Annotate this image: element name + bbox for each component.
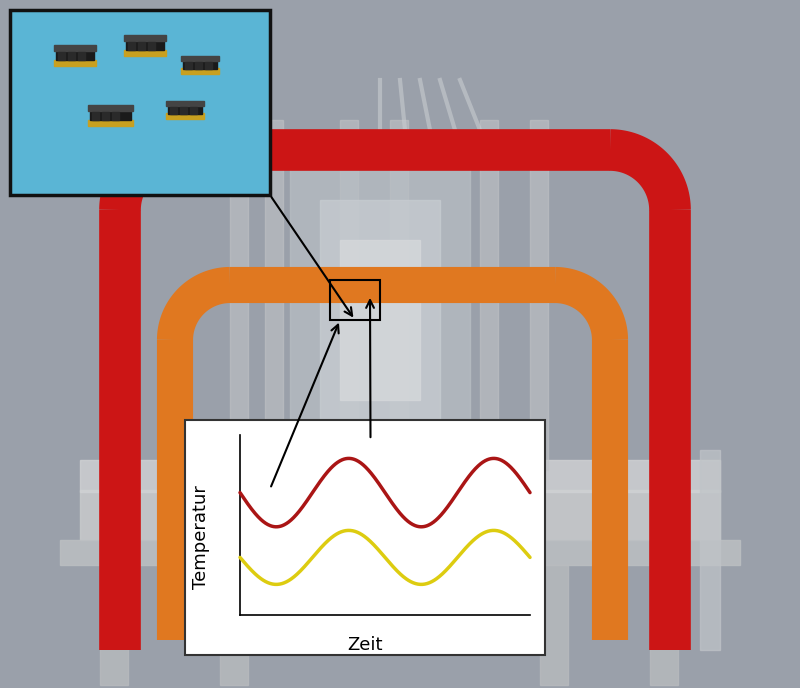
Bar [56,50,94,61]
Bar [54,60,96,66]
Bar [78,52,85,60]
Bar [166,114,204,119]
Bar [90,110,130,120]
Bar [124,50,166,56]
Bar [10,10,270,195]
Bar [230,120,248,470]
Bar [390,120,408,470]
Bar [185,62,192,69]
Bar [340,120,358,470]
Bar [480,120,498,470]
Bar [181,68,219,74]
Bar [60,540,740,565]
Bar [80,490,720,540]
Bar [205,62,212,69]
Bar [181,56,219,61]
Bar [180,107,187,114]
Bar [650,565,678,685]
Bar [166,101,204,106]
Bar [700,450,720,650]
Bar [530,120,548,470]
Bar [138,42,145,50]
Bar [540,565,568,685]
Bar [170,107,177,114]
Bar [148,42,155,50]
Bar [91,112,98,120]
Bar [168,105,202,114]
Bar [54,45,96,51]
Text: Temperatur: Temperatur [192,486,210,590]
Bar [320,200,440,440]
Bar [330,280,380,320]
Bar [190,107,197,114]
Bar [183,60,217,69]
Bar [100,565,128,685]
Text: Zeit: Zeit [347,636,382,654]
Bar [111,112,118,120]
Bar [185,420,545,655]
Bar [102,112,109,120]
Bar [124,35,166,41]
Bar [87,105,133,111]
Bar [128,42,135,50]
Bar [220,565,248,685]
Bar [195,62,202,69]
Bar [68,52,75,60]
Bar [58,52,65,60]
Bar [290,150,470,470]
Bar [80,460,720,492]
Bar [265,120,283,470]
Bar [126,40,164,50]
Bar [87,120,133,126]
Bar [340,240,420,400]
